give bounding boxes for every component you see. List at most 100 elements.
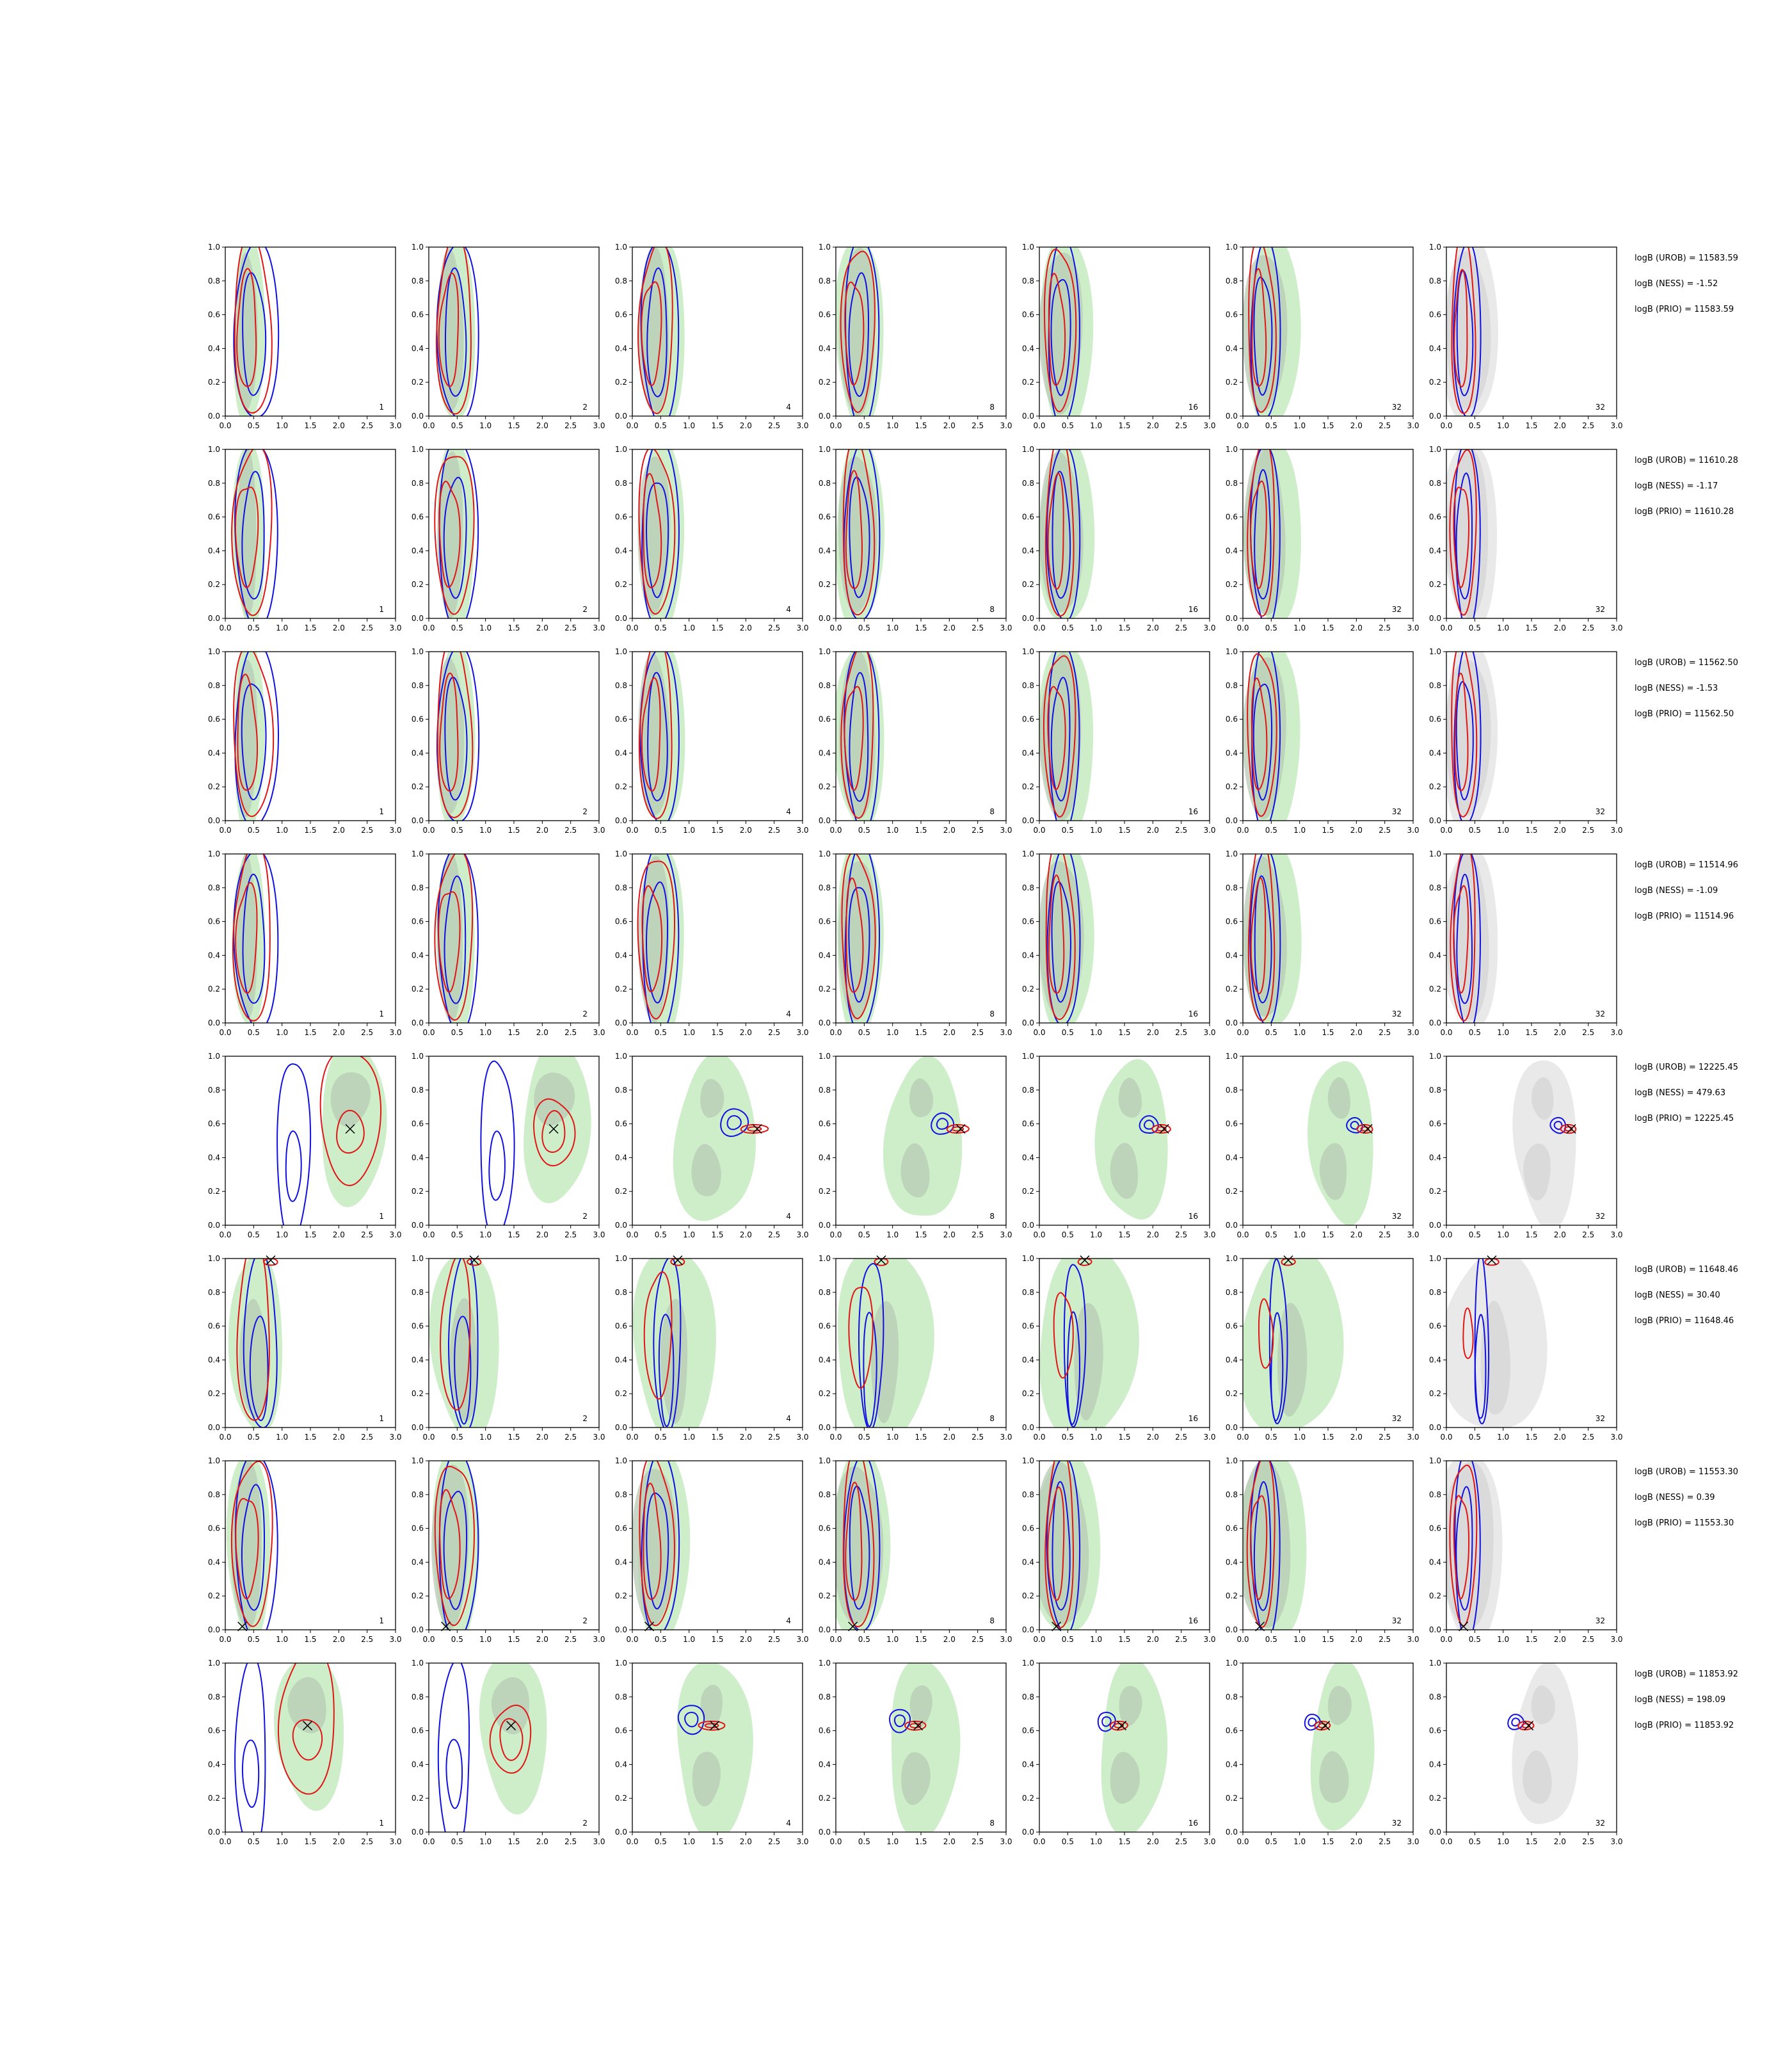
x-tick-label: 2.5 xyxy=(1379,623,1391,632)
y-tick-label: 1.0 xyxy=(208,1052,220,1061)
prior-fill-inner xyxy=(1523,1750,1552,1804)
x-tick-label: 0.5 xyxy=(1265,1433,1277,1442)
y-tick-label: 0.0 xyxy=(1022,614,1034,623)
y-tick-label: 1.0 xyxy=(1226,445,1238,454)
y-tick-label: 0.2 xyxy=(615,1591,627,1600)
red-contour-outer xyxy=(1258,1298,1274,1369)
x-tick-label: 1.0 xyxy=(886,1837,899,1846)
x-tick-label: 1.0 xyxy=(1090,1433,1102,1442)
y-tick-label: 0.4 xyxy=(1226,1153,1238,1162)
x-tick-label: 0.0 xyxy=(422,1635,435,1644)
blue-contour-inner xyxy=(1455,681,1474,801)
panel-label: 32 xyxy=(1392,1009,1402,1018)
panel-r4-c2: 0.0 0.5 1.0 1.5 2.0 2.5 3.0 0.0 0.2 0.4 0.6 0.8 1.0 2 xyxy=(412,849,605,1037)
y-tick-label: 0.0 xyxy=(1226,1221,1238,1230)
y-tick-label: 0.6 xyxy=(1429,917,1441,926)
logb-ness-text: logB (NESS) = -1.09 xyxy=(1635,886,1718,896)
red-contour-inner xyxy=(1047,1486,1065,1601)
y-tick-label: 0.0 xyxy=(1022,1018,1034,1027)
x-tick-label: 2.5 xyxy=(1175,623,1187,632)
y-tick-label: 0.6 xyxy=(1429,513,1441,522)
y-tick-label: 1.0 xyxy=(819,647,831,656)
x-tick-label: 0.0 xyxy=(1236,1635,1249,1644)
x-tick-label: 2.0 xyxy=(740,1837,752,1846)
x-tick-label: 3.0 xyxy=(1000,1635,1012,1644)
red-contour-inner xyxy=(1047,686,1066,791)
y-tick-label: 0.0 xyxy=(819,1625,831,1634)
x-tick-label: 1.5 xyxy=(915,1635,927,1644)
y-tick-label: 0.0 xyxy=(208,412,220,421)
y-tick-label: 0.6 xyxy=(412,917,424,926)
x-tick-label: 2.5 xyxy=(1379,1433,1391,1442)
y-tick-label: 0.8 xyxy=(208,277,220,286)
x-tick-label: 0.0 xyxy=(1033,623,1045,632)
panel-label: 4 xyxy=(786,1212,791,1221)
x-tick-label: 2.5 xyxy=(768,1230,780,1239)
y-tick-label: 0.0 xyxy=(819,614,831,623)
x-tick-label: 1.5 xyxy=(1118,1433,1130,1442)
y-tick-label: 1.0 xyxy=(615,1456,627,1465)
x-tick-label: 0.0 xyxy=(829,1433,842,1442)
red-contour-outer xyxy=(904,1721,927,1731)
panel-r8-c5: 0.0 0.5 1.0 1.5 2.0 2.5 3.0 0.0 0.2 0.4 0.6 0.8 1.0 1… xyxy=(1022,1659,1216,1846)
truth-marker xyxy=(303,1721,313,1731)
panel-label: 32 xyxy=(1392,1616,1402,1625)
x-tick-label: 1.5 xyxy=(508,1635,520,1644)
y-tick-label: 0.8 xyxy=(1429,1490,1441,1499)
y-tick-label: 0.6 xyxy=(819,513,831,522)
y-tick-label: 0.0 xyxy=(819,816,831,825)
x-tick-label: 0.5 xyxy=(248,1028,260,1037)
logb-ness-text: logB (NESS) = -1.17 xyxy=(1635,481,1718,491)
blue-contour-inner xyxy=(488,1130,506,1201)
y-tick-label: 0.2 xyxy=(412,985,424,993)
prior-fill-inner xyxy=(1118,1077,1142,1118)
red-contour-outer xyxy=(1449,449,1477,616)
y-tick-label: 0.0 xyxy=(412,1625,424,1634)
y-tick-label: 0.0 xyxy=(1429,1221,1441,1230)
x-tick-label: 0.5 xyxy=(451,1635,463,1644)
y-tick-label: 0.4 xyxy=(615,1355,627,1364)
y-tick-label: 1.0 xyxy=(819,1659,831,1668)
x-tick-label: 2.0 xyxy=(1554,1837,1566,1846)
x-tick-label: 2.0 xyxy=(1147,1230,1159,1239)
y-tick-label: 0.6 xyxy=(1429,1120,1441,1129)
x-tick-label: 2.5 xyxy=(768,1028,780,1037)
blue-contour-inner xyxy=(445,1739,463,1809)
x-tick-label: 2.5 xyxy=(361,1230,373,1239)
panel-label: 1 xyxy=(379,1819,384,1828)
y-tick-label: 0.0 xyxy=(819,1828,831,1837)
x-tick-label: 0.0 xyxy=(422,421,435,430)
x-tick-label: 1.5 xyxy=(1322,826,1334,835)
prior-fill-outer xyxy=(1310,1663,1375,1831)
x-tick-label: 1.0 xyxy=(683,1230,695,1239)
red-contour-inner xyxy=(1250,877,1267,994)
x-tick-label: 3.0 xyxy=(1203,421,1215,430)
blue-contour-inner xyxy=(1455,1486,1473,1611)
y-tick-label: 1.0 xyxy=(1226,1456,1238,1465)
red-contour-outer xyxy=(1451,247,1476,414)
prior-fill-outer xyxy=(891,1663,961,1832)
red-contour-inner xyxy=(1156,1126,1167,1132)
panel-label: 1 xyxy=(379,1616,384,1625)
panel-r7-c4: 0.0 0.5 1.0 1.5 2.0 2.5 3.0 0.0 0.2 0.4 0.6 0.8 1.0 8 xyxy=(819,1456,1012,1644)
blue-contour-inner xyxy=(444,875,467,1004)
y-tick-label: 0.8 xyxy=(208,681,220,690)
x-tick-label: 2.5 xyxy=(1175,1028,1187,1037)
x-tick-label: 2.0 xyxy=(740,1433,752,1442)
x-tick-label: 0.0 xyxy=(1033,1028,1045,1037)
y-tick-label: 0.0 xyxy=(1429,1423,1441,1432)
x-tick-label: 1.0 xyxy=(1497,1837,1509,1846)
y-tick-label: 1.0 xyxy=(208,1254,220,1263)
x-tick-label: 1.5 xyxy=(1118,1837,1130,1846)
y-tick-label: 0.4 xyxy=(1022,951,1034,960)
x-tick-label: 0.0 xyxy=(829,826,842,835)
y-tick-label: 1.0 xyxy=(615,1052,627,1061)
x-tick-label: 2.0 xyxy=(740,826,752,835)
y-tick-label: 0.0 xyxy=(1226,816,1238,825)
x-tick-label: 1.5 xyxy=(915,826,927,835)
y-tick-label: 0.2 xyxy=(1022,985,1034,993)
y-tick-label: 0.2 xyxy=(615,782,627,791)
x-tick-label: 3.0 xyxy=(389,1028,401,1037)
y-tick-label: 0.2 xyxy=(1429,580,1441,589)
red-contour-outer xyxy=(1462,1307,1474,1359)
